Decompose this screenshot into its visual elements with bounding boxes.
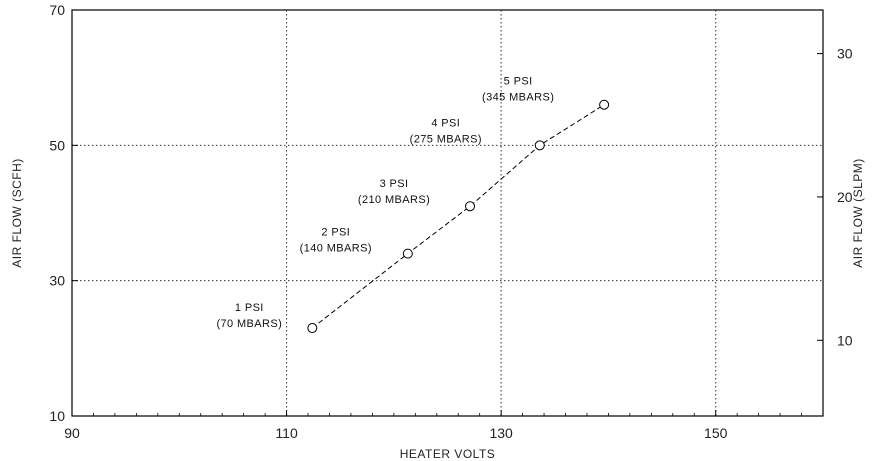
x-tick-label: 90 — [64, 425, 80, 441]
y-right-tick-label: 30 — [837, 46, 853, 62]
tick-marks — [71, 9, 824, 417]
series-line — [312, 104, 605, 329]
data-point — [402, 248, 413, 259]
data-point — [534, 140, 545, 151]
x-tick-label: 130 — [489, 425, 513, 441]
y-tick-label: 70 — [49, 2, 65, 18]
point-label-pressure: 3 PSI — [380, 178, 409, 190]
point-label-mbars: (345 MBARS) — [482, 92, 554, 104]
y-axis-right-label: AIR FLOW (SLPM) — [851, 158, 865, 268]
data-point — [465, 201, 476, 212]
x-axis-label: HEATER VOLTS — [400, 447, 496, 461]
point-label-mbars: (70 MBARS) — [216, 318, 282, 330]
data-point — [599, 99, 610, 110]
y-axis-label: AIR FLOW (SCFH) — [10, 158, 24, 268]
point-label-mbars: (140 MBARS) — [300, 243, 372, 255]
plot-frame — [71, 9, 824, 417]
point-label-pressure: 2 PSI — [321, 227, 350, 239]
y-right-tick-label: 20 — [837, 189, 853, 205]
gridlines — [72, 10, 823, 416]
data-point — [307, 323, 318, 334]
y-tick-label: 30 — [49, 273, 65, 289]
tick-labels: 90 110 130 150 10 30 50 70 10 20 30 — [49, 2, 852, 441]
point-label-pressure: 5 PSI — [504, 76, 533, 88]
point-label-pressure: 1 PSI — [235, 302, 264, 314]
y-tick-label: 10 — [49, 408, 65, 424]
x-tick-label: 110 — [275, 425, 298, 441]
point-annotations: 1 PSI (70 MBARS) 2 PSI (140 MBARS) 3 PSI (210… — [216, 76, 554, 330]
y-tick-label: 50 — [49, 137, 65, 153]
point-label-mbars: (210 MBARS) — [358, 194, 430, 206]
series-group — [307, 99, 610, 334]
x-tick-label: 150 — [704, 425, 728, 441]
point-label-pressure: 4 PSI — [431, 117, 460, 129]
point-label-mbars: (275 MBARS) — [410, 133, 482, 145]
y-right-tick-label: 10 — [837, 332, 853, 348]
